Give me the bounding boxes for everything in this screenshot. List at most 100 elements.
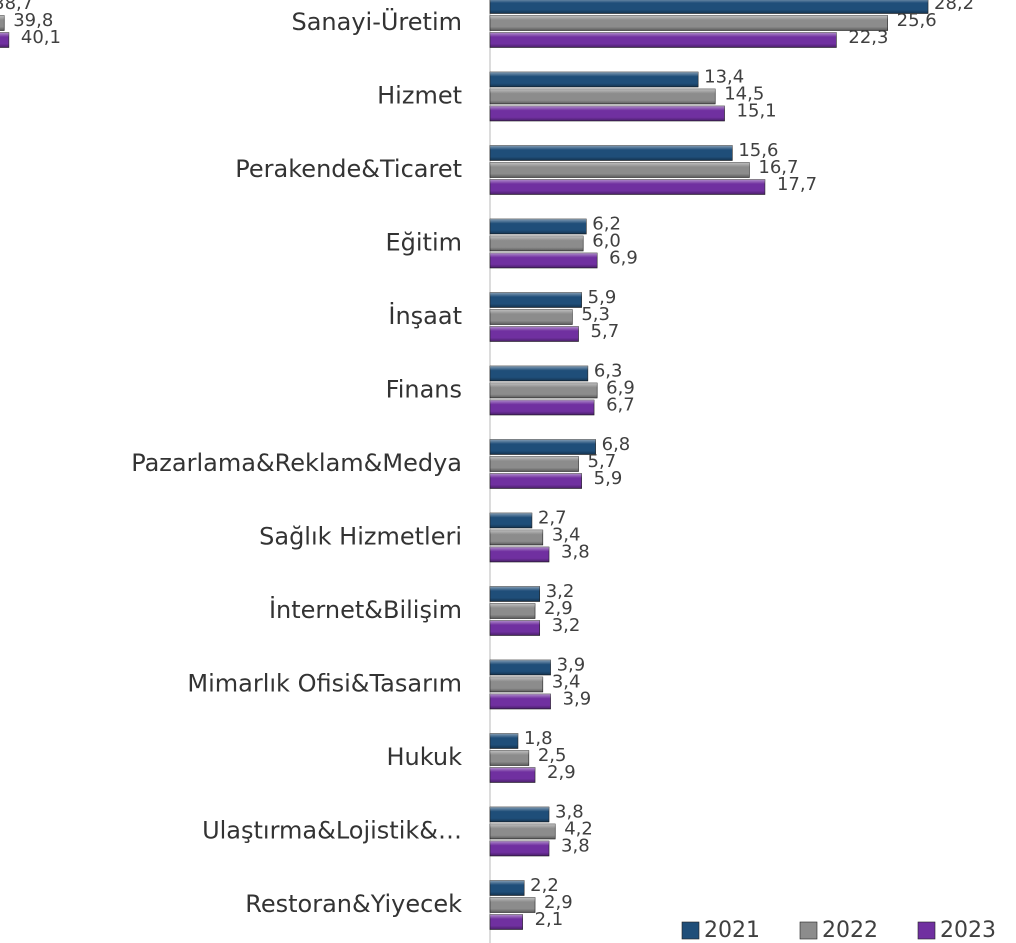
data-label: 15,6	[738, 140, 778, 161]
bar	[489, 840, 550, 857]
bar	[489, 292, 582, 308]
data-label: 2,9	[544, 598, 573, 619]
category-label: Ulaştırma&Lojistik&…	[202, 817, 462, 845]
bar	[489, 218, 587, 235]
bar	[489, 733, 519, 749]
bar	[489, 897, 536, 913]
category-label: Perakende&Ticaret	[235, 155, 462, 183]
category-label: Pazarlama&Reklam&Medya	[131, 449, 462, 477]
data-label: 3,8	[555, 802, 584, 823]
data-label: 6,9	[606, 378, 635, 399]
data-label: 6,3	[594, 361, 623, 382]
data-label: 6,9	[609, 248, 638, 269]
bar	[489, 546, 550, 563]
bar	[489, 32, 837, 48]
category-label: Hizmet	[377, 82, 462, 110]
legend-label: 2022	[822, 918, 878, 943]
data-label: 38,7	[0, 0, 33, 14]
data-label: 5,3	[581, 304, 610, 325]
data-label: 22,3	[848, 27, 888, 48]
data-label: 3,9	[563, 689, 592, 710]
bar	[489, 252, 598, 269]
bar	[489, 473, 582, 489]
bar	[489, 162, 750, 178]
data-label: 28,2	[934, 0, 974, 14]
bar	[489, 529, 544, 546]
category-label: Eğitim	[385, 229, 462, 257]
data-label: 3,8	[561, 542, 590, 563]
data-label: 6,0	[592, 231, 621, 252]
data-label: 3,8	[561, 836, 590, 857]
data-label: 17,7	[777, 174, 817, 195]
bar	[489, 382, 598, 399]
data-label: 6,8	[602, 434, 631, 455]
data-label: 3,9	[557, 655, 586, 676]
data-label: 3,4	[552, 672, 581, 693]
bar	[489, 806, 550, 823]
bar	[489, 880, 525, 896]
data-label: 16,7	[758, 157, 798, 178]
bar	[489, 309, 573, 325]
legend-swatch	[917, 921, 936, 940]
bar	[489, 88, 716, 105]
data-label: 1,8	[524, 728, 553, 749]
data-label: 6,7	[606, 395, 635, 416]
category-label: Sanayi-Üretim	[291, 7, 462, 36]
data-label: 2,7	[538, 508, 567, 529]
data-label: 2,2	[530, 875, 559, 896]
bar	[489, 439, 596, 455]
bar	[489, 823, 556, 840]
legend-swatch	[681, 921, 700, 940]
data-label: 6,2	[592, 214, 621, 235]
data-label: 4,2	[564, 819, 593, 840]
legend-label: 2021	[704, 918, 760, 943]
data-label: 5,9	[594, 468, 623, 489]
bar	[489, 15, 888, 31]
data-label: 2,5	[538, 745, 567, 766]
bar	[489, 456, 579, 472]
data-label: 5,7	[588, 451, 617, 472]
category-label: İnternet&Bilişim	[269, 595, 462, 624]
bar	[489, 659, 551, 676]
bar	[489, 0, 929, 14]
bar	[489, 750, 530, 766]
data-label: 25,6	[897, 10, 937, 31]
bar	[0, 15, 5, 31]
bar	[489, 586, 541, 602]
bar	[489, 326, 579, 342]
data-label: 40,1	[21, 27, 61, 48]
data-label: 2,9	[547, 762, 576, 783]
bar	[489, 145, 733, 161]
category-label: Sağlık Hizmetleri	[259, 523, 462, 551]
legend-swatch	[799, 921, 818, 940]
data-label: 2,1	[535, 909, 564, 930]
bar	[489, 365, 589, 382]
category-label: İnşaat	[388, 301, 462, 330]
bar	[489, 603, 536, 619]
bar	[489, 676, 544, 693]
bar	[489, 235, 584, 252]
data-label: 14,5	[724, 84, 764, 105]
data-label: 13,4	[704, 67, 744, 88]
bar	[489, 914, 523, 930]
bar	[489, 105, 725, 122]
bar	[489, 693, 551, 710]
data-label: 15,1	[737, 101, 777, 122]
data-label: 39,8	[13, 10, 53, 31]
category-label: Mimarlık Ofisi&Tasarım	[187, 670, 462, 698]
bar	[489, 399, 595, 416]
data-label: 3,2	[546, 581, 575, 602]
data-label: 3,4	[552, 525, 581, 546]
category-label: Finans	[386, 376, 462, 404]
bar	[489, 620, 541, 636]
bar	[489, 71, 699, 88]
legend-label: 2023	[940, 918, 996, 943]
bar	[0, 32, 10, 48]
category-label: Restoran&Yiyecek	[245, 890, 462, 918]
data-label: 3,2	[552, 615, 581, 636]
data-label: 5,7	[591, 321, 620, 342]
category-label: Hukuk	[386, 743, 462, 771]
data-label: 2,9	[544, 892, 573, 913]
data-label: 5,9	[588, 287, 617, 308]
